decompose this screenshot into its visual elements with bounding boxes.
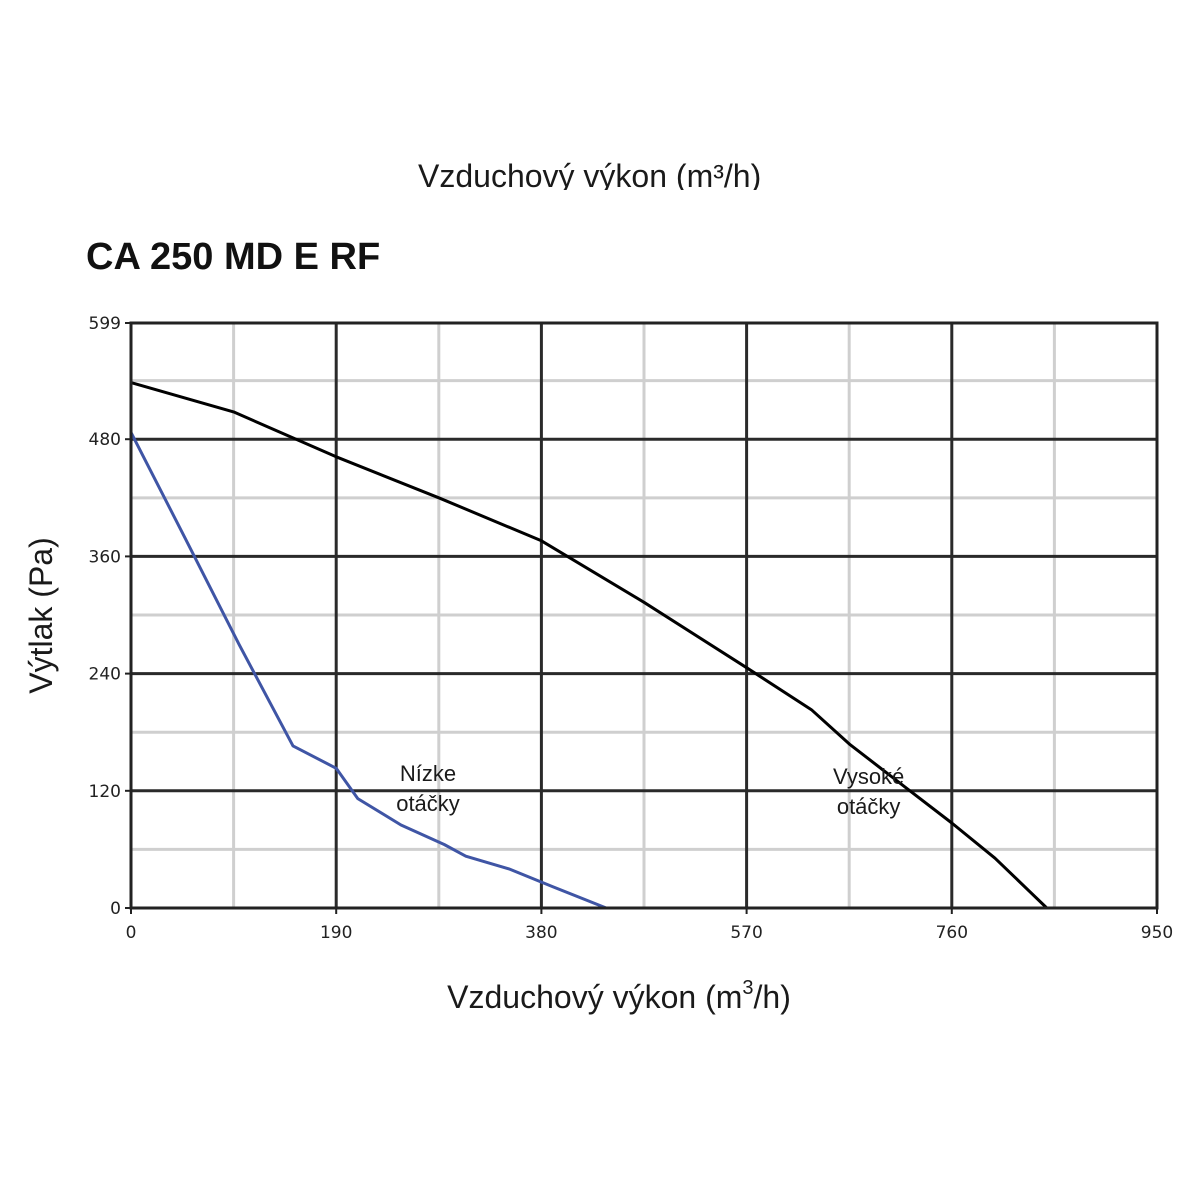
x-tick-label: 570 [730,923,762,943]
plot-frame [129,321,1159,910]
x-axis-label: Vzduchový výkon (m3/h) [447,977,791,1015]
x-tick-label: 380 [525,923,557,943]
x-axis-unit-post: /h) [754,979,791,1015]
x-tick-label: 0 [126,923,137,943]
major-grid [131,323,1157,908]
cropped-axis-label-text: Vzduchový výkon (m³/h) [418,158,762,190]
series-line-low-speed [129,431,607,910]
series-label-line: Nízke [400,761,456,786]
x-axis-label-text: Vzduchový výkon [447,979,696,1015]
y-tick-label: 120 [89,782,121,802]
series-label-low-speed: Nízke otáčky [396,761,460,816]
x-axis-unit-pre: (m [696,979,742,1015]
chart-title: CA 250 MD E RF [86,236,381,278]
series-layer [129,381,1048,910]
y-tick-label: 0 [110,899,121,919]
series-annotations: Vysoké otáčky Nízke otáčky [396,761,904,819]
x-tick-label: 950 [1141,923,1173,943]
cropped-axis-label-fragment: Vzduchový výkon (m³/h) [0,0,1200,190]
series-label-line: otáčky [837,794,901,819]
y-axis-label: Výtlak (Pa) [23,537,59,693]
x-axis-unit-sup: 3 [742,977,753,999]
series-label-line: Vysoké [833,764,904,789]
minor-grid [131,323,1157,908]
x-tick-label: 190 [320,923,352,943]
series-line-high-speed [130,381,1048,910]
y-tick-label: 240 [89,665,121,685]
y-tick-label: 480 [89,430,121,450]
series-label-high-speed: Vysoké otáčky [833,764,904,819]
x-tick-label: 760 [936,923,968,943]
y-tick-label: 360 [89,547,121,567]
y-tick-label: 599 [89,314,121,334]
series-label-line: otáčky [396,791,460,816]
tick-layer: 0 190 380 570 760 950 0 120 240 360 480 599 [89,314,1174,943]
